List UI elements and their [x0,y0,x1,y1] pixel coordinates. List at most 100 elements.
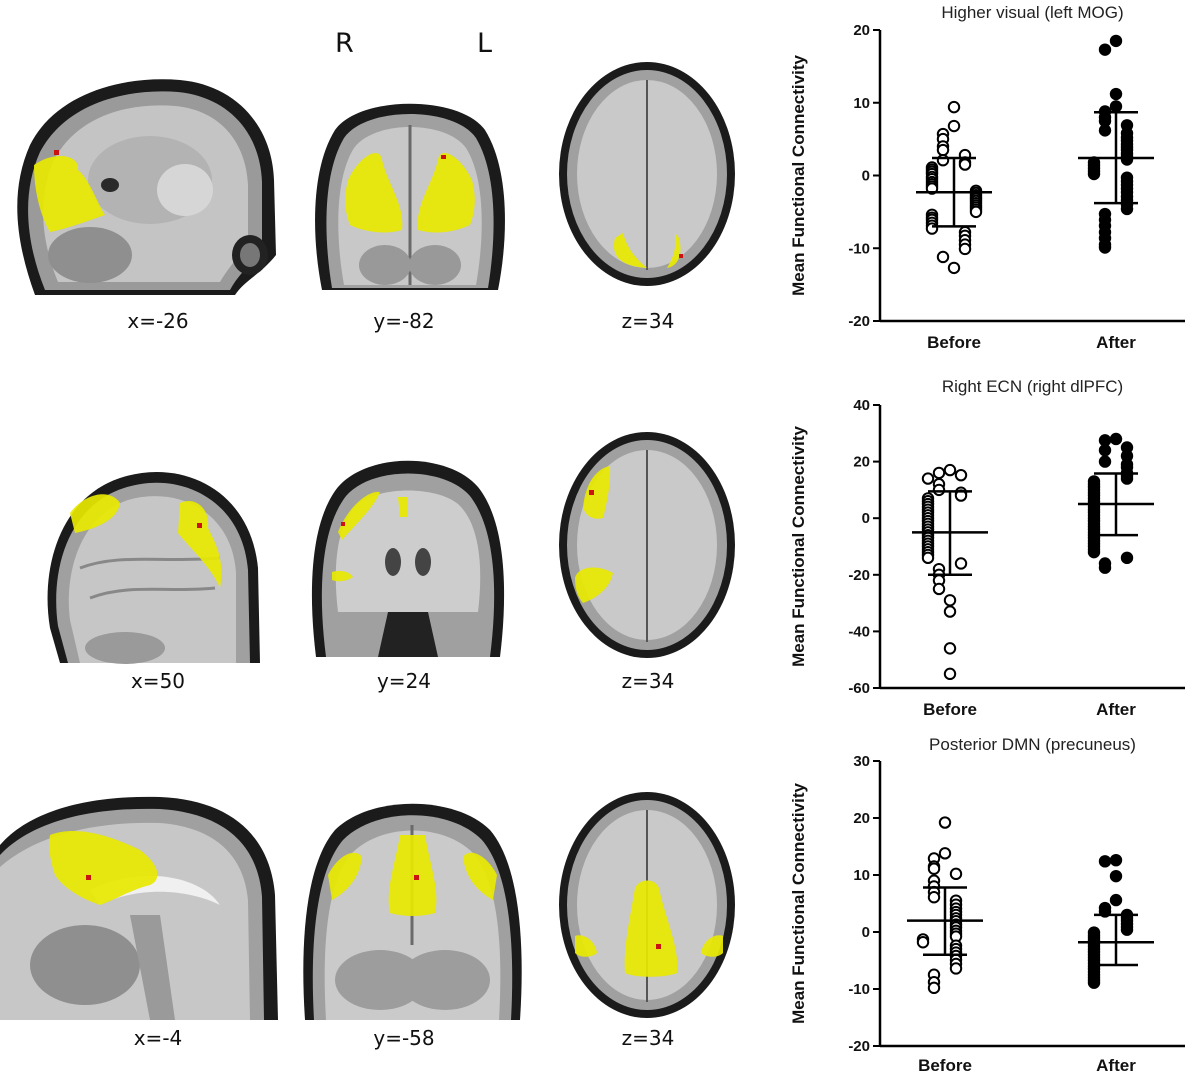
data-point-before [958,158,972,171]
data-point-before [943,642,957,655]
slice-coordinate-row3-sagittal: x=-4 [133,1026,183,1050]
slice-coordinate-row1-sagittal: x=-26 [127,309,189,333]
slice-coordinate-row2-coronal: y=24 [376,669,432,693]
category-label: After [1096,1056,1136,1075]
brain-coronal-row1 [315,103,505,290]
data-point-before [936,143,950,157]
slice-coordinate-row3-coronal: y=-58 [373,1026,435,1050]
plot-title: Posterior DMN (precuneus) [929,735,1136,754]
brain-sagittal-row3 [0,796,278,1020]
y-axis-label: Mean Functional Connectivity [789,783,808,1024]
data-point-before [927,862,941,875]
y-tick-label: -20 [848,567,870,584]
data-point-before [949,867,963,881]
y-tick-label: 10 [853,95,870,112]
slice-coordinate-row2-axial: z=34 [621,669,675,693]
category-label: Before [918,1056,972,1075]
data-point-before [927,891,941,904]
data-point-before [927,981,941,995]
brain-coronal-row3 [303,803,522,1020]
data-point-before [921,551,935,565]
data-point-after [1109,432,1123,446]
brain-sagittal-row2 [47,472,261,664]
data-point-after [1098,241,1112,254]
y-tick-label: -10 [848,981,870,998]
data-point-before [969,205,983,219]
y-tick-label: -10 [848,240,870,257]
data-point-before [916,936,930,949]
data-point-after [1098,855,1112,868]
data-point-before [943,667,957,681]
data-point-after [1087,545,1101,559]
data-point-before [925,222,939,235]
brain-coronal-row2 [311,460,505,657]
slice-coordinate-row3-axial: z=34 [621,1026,675,1050]
category-label: After [1096,333,1136,352]
data-point-before [947,100,961,114]
data-point-after [1120,202,1134,216]
hemisphere-label-right: R [335,28,354,59]
y-tick-label: -20 [848,313,870,330]
y-tick-label: 20 [853,22,870,39]
data-point-after [1098,124,1112,137]
y-tick-label: -40 [848,623,870,640]
data-point-after [1087,167,1101,181]
category-label: After [1096,700,1136,719]
brain-axial-row1 [559,62,735,286]
brain-axial-row2 [559,432,735,658]
data-point-before [954,557,968,570]
data-point-after [1120,923,1134,936]
y-tick-label: 10 [853,867,870,884]
data-point-after [1109,87,1123,101]
data-point-after [1098,444,1112,457]
data-point-after [1098,455,1112,468]
plot-title: Right ECN (right dlPFC) [942,377,1123,396]
data-point-before [958,242,972,256]
data-point-before [947,261,961,275]
data-point-before [947,119,961,133]
data-point-before [932,582,946,596]
data-point-before [938,816,952,829]
slice-coordinate-row1-coronal: y=-82 [373,309,435,333]
data-point-before [949,962,963,975]
y-tick-label: 30 [853,753,870,770]
y-tick-label: 40 [853,397,870,414]
y-axis-label: Mean Functional Connectivity [789,426,808,667]
y-tick-label: 0 [862,924,870,941]
data-point-after [1120,472,1134,485]
scatter-plot-right-ecn: Right ECN (right dlPFC) Mean Functional C… [789,377,1185,719]
data-point-before [932,483,946,497]
data-point-before [921,472,935,485]
data-point-after [1109,100,1123,113]
data-point-before [938,847,952,860]
data-point-after [1098,43,1112,56]
scatter-plot-higher-visual: Higher visual (left MOG) Mean Functional … [789,3,1185,352]
y-axis-label: Mean Functional Connectivity [789,55,808,296]
data-point-before [943,605,957,618]
y-tick-label: 20 [853,454,870,471]
data-point-after [1109,853,1123,867]
data-point-before [936,154,950,167]
data-point-before [932,466,946,480]
scatter-plot-posterior-dmn: Posterior DMN (precuneus) Mean Functional… [789,735,1185,1075]
y-tick-label: 20 [853,810,870,827]
data-point-after [1098,434,1112,447]
plot-title: Higher visual (left MOG) [941,3,1123,22]
category-label: Before [927,333,981,352]
slice-coordinate-row1-axial: z=34 [621,309,675,333]
data-point-before [943,594,957,607]
y-tick-label: 0 [862,168,870,185]
slice-coordinate-row2-sagittal: x=50 [130,669,186,693]
category-label: Before [923,700,977,719]
y-tick-label: -20 [848,1038,870,1055]
y-tick-label: -60 [848,680,870,697]
data-point-after [1098,561,1112,574]
data-point-after [1109,869,1123,883]
brain-sagittal-row1 [17,79,277,296]
data-point-after [1120,551,1134,565]
data-point-before [954,468,968,482]
data-point-before [943,463,957,477]
y-tick-label: 0 [862,510,870,527]
data-point-before [936,250,950,264]
hemisphere-label-left: L [477,28,493,59]
